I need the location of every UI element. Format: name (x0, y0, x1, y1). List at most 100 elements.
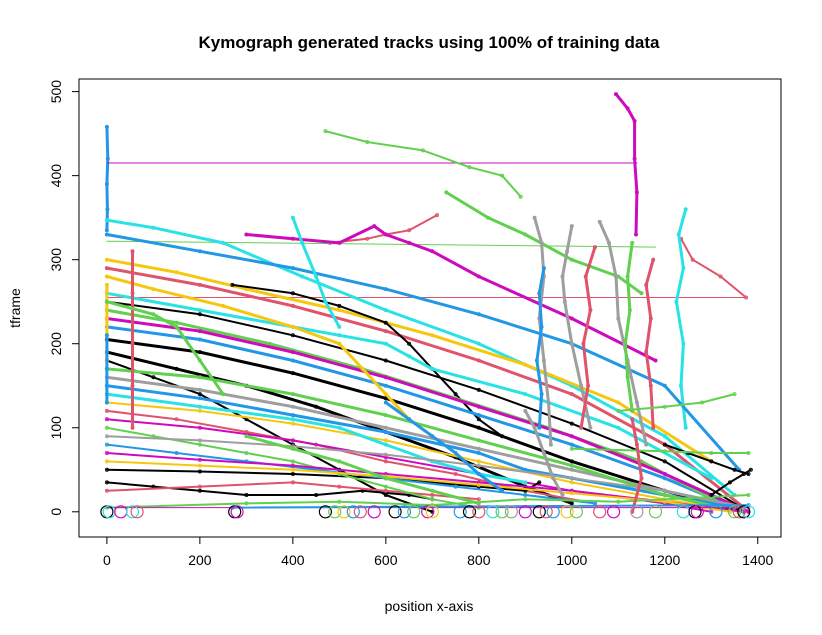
track-24 (560, 224, 593, 430)
end-marker (407, 505, 421, 519)
track-point (644, 282, 649, 287)
track-point (476, 459, 481, 464)
track-line (710, 468, 752, 496)
track-point (104, 257, 109, 262)
track-point (662, 442, 667, 447)
track-point (104, 228, 109, 233)
track-point (174, 270, 179, 275)
x-tick-label: 1200 (649, 552, 680, 568)
track-point (130, 425, 135, 430)
track-point (430, 497, 435, 502)
end-marker (606, 505, 621, 519)
track-point (197, 375, 202, 380)
track-point (290, 392, 295, 397)
track-point (290, 421, 295, 426)
track-line (617, 393, 736, 412)
end-marker (472, 505, 486, 519)
track-line (105, 375, 746, 510)
track-line (105, 258, 713, 463)
track-point (569, 480, 574, 485)
end-marker (546, 505, 560, 519)
track-point (105, 156, 110, 161)
x-axis: 0 200 400 600 800 1000 1200 1400 (103, 536, 774, 568)
track-point (569, 491, 574, 496)
track-point (579, 425, 584, 430)
track-point (290, 266, 295, 271)
track-point (221, 303, 226, 308)
track-point (244, 434, 249, 439)
track-point (383, 287, 388, 292)
track-point (383, 400, 388, 405)
track-point (244, 450, 249, 455)
track-point (597, 219, 602, 224)
track-point (290, 358, 295, 363)
track-point (662, 471, 667, 476)
track-point (383, 341, 388, 346)
track-point (337, 324, 342, 329)
track-point (586, 383, 591, 388)
track-point (630, 417, 635, 422)
track-point (476, 425, 481, 430)
track-point (337, 303, 342, 308)
track-line (535, 266, 546, 430)
track-point (746, 450, 751, 455)
track-point (197, 469, 202, 474)
track-point (197, 484, 202, 489)
track-point (407, 354, 412, 359)
track-point (681, 341, 686, 346)
track-point (616, 408, 621, 413)
track-point (197, 463, 202, 468)
track-43 (104, 480, 481, 502)
track-point (300, 274, 305, 279)
track-point (130, 249, 135, 254)
track-point (104, 124, 109, 129)
track-point (197, 488, 202, 493)
track-point (104, 467, 109, 472)
track-50 (104, 492, 751, 510)
end-marker (421, 505, 435, 519)
track-line (598, 220, 648, 447)
track-point (732, 392, 737, 397)
track-point (569, 463, 574, 468)
track-60 (523, 408, 565, 497)
track-point (634, 190, 639, 195)
track-line (105, 291, 713, 480)
end-marker (518, 505, 532, 519)
track-line (244, 434, 481, 505)
track-point (174, 324, 179, 329)
y-axis: 0 100 200 300 400 500 (48, 80, 80, 516)
track-point (174, 417, 179, 422)
track-point (532, 215, 537, 220)
track-line (105, 266, 746, 510)
end-marker (630, 505, 644, 519)
track-point (569, 392, 574, 397)
track-point (407, 240, 412, 245)
track-point (383, 396, 388, 401)
track-line (105, 481, 480, 501)
track-point (104, 350, 109, 355)
y-tick-label: 500 (48, 80, 64, 104)
track-point (323, 129, 328, 134)
track-point (627, 308, 632, 313)
track-point (197, 308, 202, 313)
track-point (569, 224, 574, 229)
track-point (746, 492, 751, 497)
track-point (588, 308, 593, 313)
track-point (104, 316, 109, 321)
track-point (314, 404, 319, 409)
track-point (476, 404, 481, 409)
track-point (741, 471, 746, 476)
track-point (746, 503, 751, 508)
track-point (709, 459, 714, 464)
track-point (625, 375, 630, 380)
track-point (104, 333, 109, 338)
track-point (244, 492, 249, 497)
track-point (383, 358, 388, 363)
track-point (383, 476, 388, 481)
track-point (662, 492, 667, 497)
track-point (434, 213, 439, 218)
track-point (709, 476, 714, 481)
track-point (662, 488, 667, 493)
track-point (290, 467, 295, 472)
track-point (197, 312, 202, 317)
